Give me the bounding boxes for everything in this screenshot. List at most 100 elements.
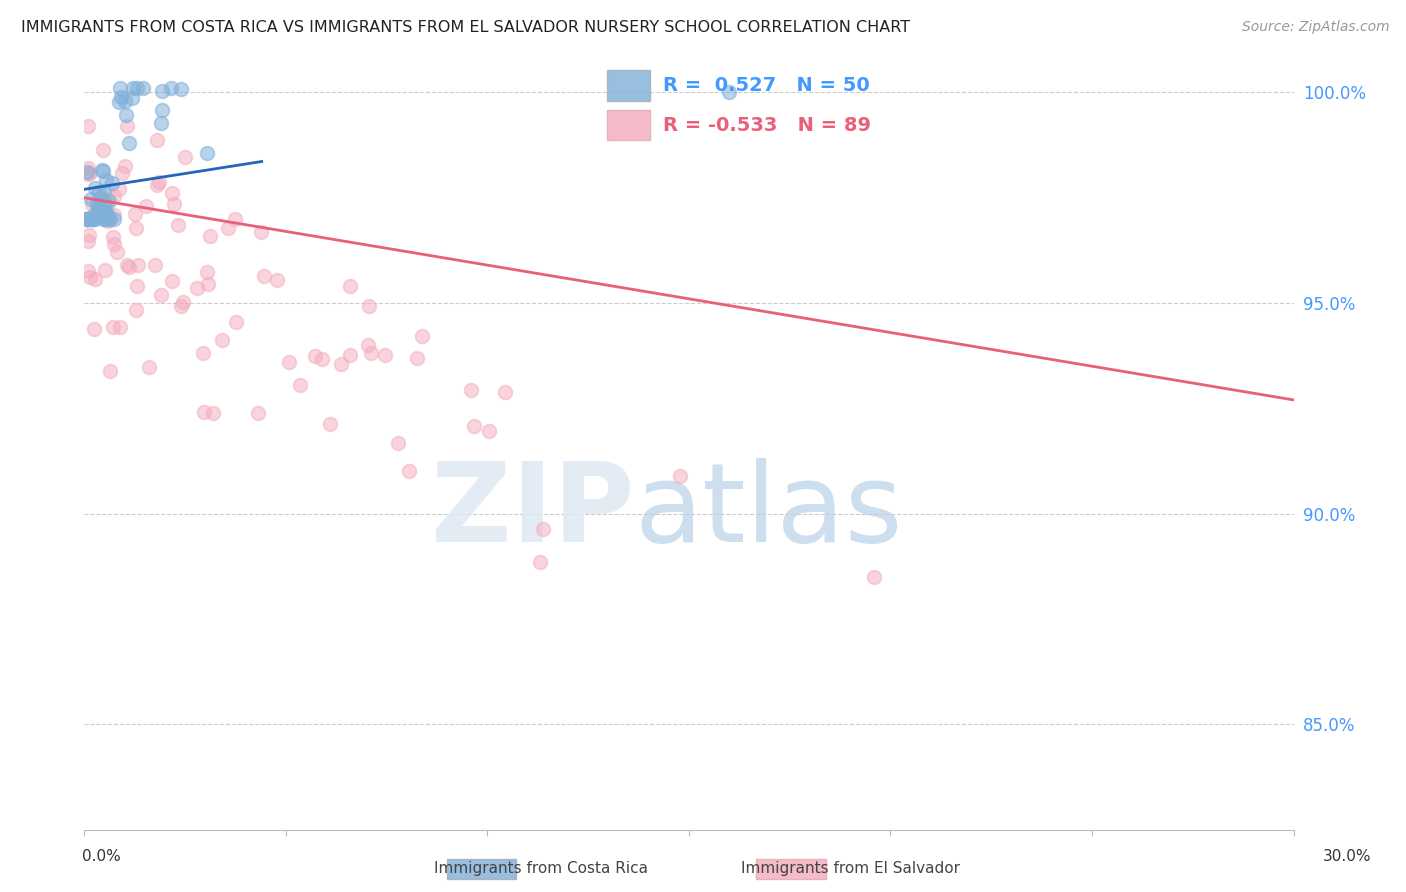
Text: IMMIGRANTS FROM COSTA RICA VS IMMIGRANTS FROM EL SALVADOR NURSERY SCHOOL CORRELA: IMMIGRANTS FROM COSTA RICA VS IMMIGRANTS…: [21, 20, 910, 35]
Point: [77, 119, 100, 133]
Point: [114, 159, 136, 173]
Point: [84, 272, 107, 286]
Point: [311, 351, 333, 366]
Point: [110, 90, 132, 104]
Point: [122, 81, 145, 95]
Point: [278, 354, 301, 368]
Point: [103, 208, 125, 222]
Point: [108, 95, 131, 109]
Point: [84, 206, 107, 220]
Point: [96, 192, 118, 206]
Point: [91, 163, 114, 178]
Point: [80, 197, 103, 211]
Point: [160, 274, 183, 288]
Point: [103, 319, 125, 334]
Point: [93, 211, 115, 226]
Point: [374, 348, 396, 362]
Text: atlas: atlas: [634, 458, 903, 565]
Point: [173, 150, 195, 164]
Point: [863, 570, 886, 584]
Point: [357, 299, 380, 313]
Point: [76, 211, 98, 226]
Bar: [447, 859, 516, 879]
Point: [77, 161, 100, 175]
Text: R =  0.527   N = 50: R = 0.527 N = 50: [662, 76, 869, 95]
Point: [170, 82, 193, 96]
Point: [82, 211, 104, 226]
Point: [197, 277, 219, 291]
Point: [100, 364, 122, 378]
Point: [718, 86, 741, 100]
Point: [96, 206, 118, 220]
Point: [83, 211, 105, 226]
Point: [108, 320, 131, 334]
Point: [319, 417, 342, 431]
Point: [124, 207, 146, 221]
Point: [80, 192, 103, 206]
Point: [110, 166, 132, 180]
Point: [75, 211, 97, 226]
Point: [103, 188, 125, 202]
Point: [405, 351, 427, 366]
Point: [172, 295, 194, 310]
Point: [197, 145, 219, 160]
Point: [87, 186, 110, 200]
Point: [118, 260, 141, 275]
Point: [98, 194, 121, 209]
Point: [330, 357, 353, 371]
Point: [114, 107, 136, 121]
Point: [460, 383, 482, 397]
Point: [211, 333, 233, 347]
Point: [266, 273, 288, 287]
Point: [162, 186, 184, 200]
Point: [79, 166, 101, 180]
Bar: [756, 859, 825, 879]
Point: [138, 360, 160, 375]
Point: [125, 220, 148, 235]
Point: [193, 405, 215, 419]
Point: [118, 136, 141, 150]
Point: [89, 207, 111, 221]
Point: [94, 263, 117, 277]
Point: [94, 205, 117, 219]
Point: [217, 221, 239, 235]
Point: [304, 349, 326, 363]
Point: [167, 218, 190, 232]
Point: [97, 211, 120, 226]
Point: [191, 346, 214, 360]
Point: [143, 259, 166, 273]
Point: [478, 424, 501, 438]
Point: [115, 258, 138, 272]
Point: [103, 236, 125, 251]
Point: [79, 227, 101, 242]
Point: [145, 133, 167, 147]
Point: [121, 91, 143, 105]
Point: [96, 196, 118, 211]
Point: [145, 178, 167, 192]
Point: [94, 173, 117, 187]
Point: [93, 184, 115, 198]
Point: [77, 211, 100, 226]
Point: [105, 244, 128, 259]
Text: Immigrants from El Salvador: Immigrants from El Salvador: [741, 862, 960, 876]
Point: [150, 84, 173, 98]
Point: [89, 191, 111, 205]
Point: [360, 346, 382, 360]
Point: [186, 281, 208, 295]
Point: [135, 199, 157, 213]
Point: [77, 264, 100, 278]
Point: [108, 182, 131, 196]
Point: [83, 208, 105, 222]
Point: [98, 211, 121, 226]
Point: [77, 167, 100, 181]
Point: [114, 94, 136, 108]
Point: [224, 211, 246, 226]
Point: [669, 469, 692, 483]
Point: [91, 143, 114, 157]
Point: [84, 181, 107, 195]
Point: [93, 196, 115, 211]
Point: [86, 195, 108, 210]
Point: [387, 435, 409, 450]
Point: [495, 384, 517, 399]
FancyBboxPatch shape: [607, 70, 650, 101]
